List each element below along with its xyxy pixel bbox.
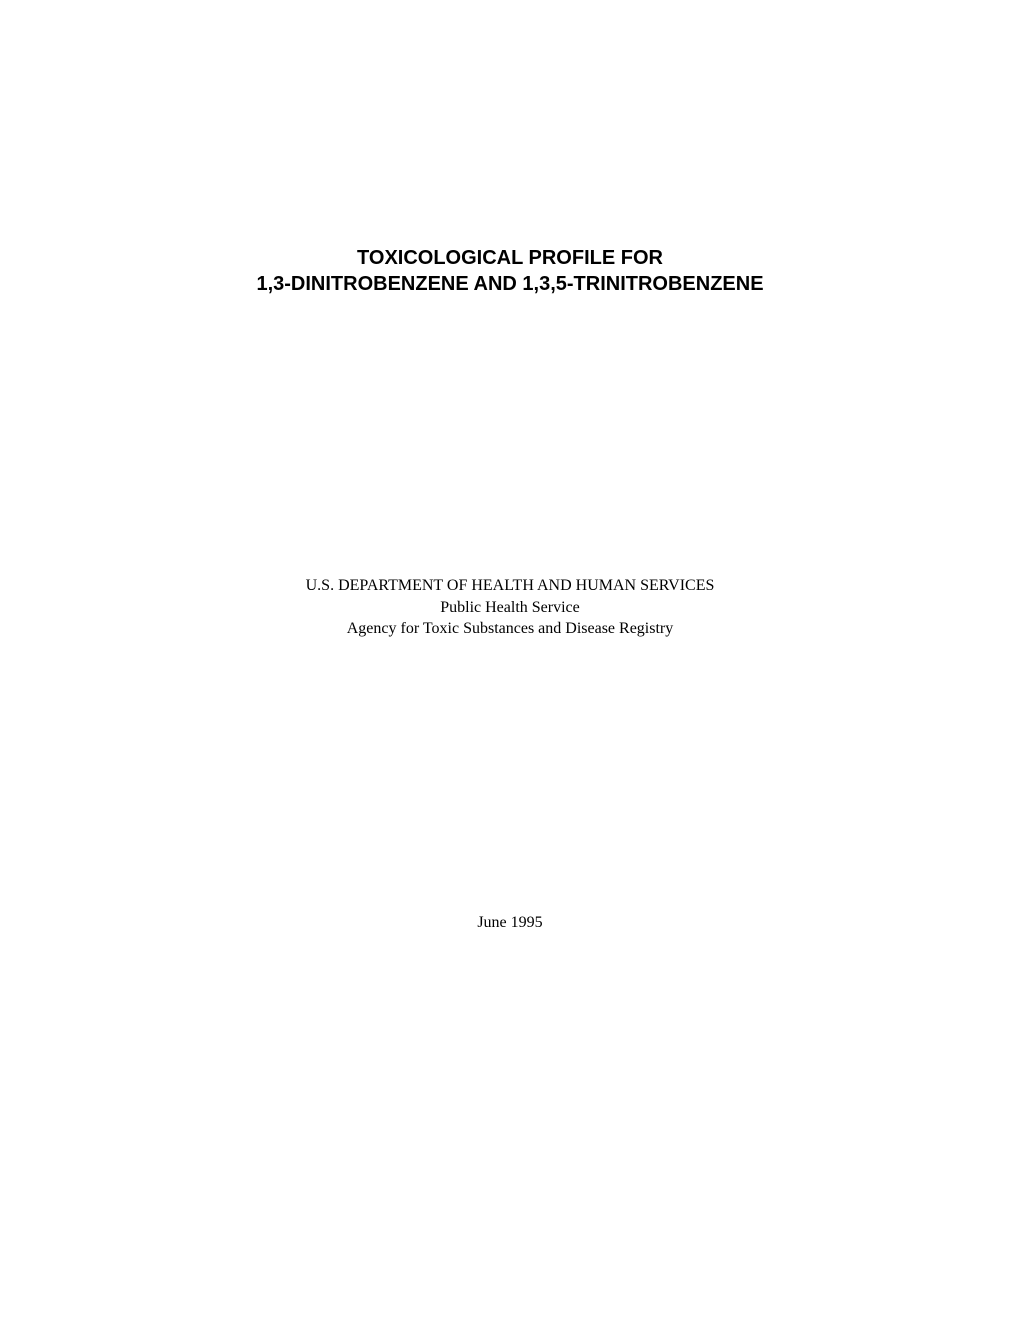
department-line2: Public Health Service bbox=[0, 597, 1020, 619]
document-page: TOXICOLOGICAL PROFILE FOR 1,3-DINITROBEN… bbox=[0, 0, 1020, 1320]
date-text: June 1995 bbox=[0, 914, 1020, 932]
department-line1: U.S. DEPARTMENT OF HEALTH AND HUMAN SERV… bbox=[0, 575, 1020, 597]
title-block: TOXICOLOGICAL PROFILE FOR 1,3-DINITROBEN… bbox=[0, 245, 1020, 297]
date-block: June 1995 bbox=[0, 914, 1020, 932]
department-block: U.S. DEPARTMENT OF HEALTH AND HUMAN SERV… bbox=[0, 575, 1020, 640]
department-line3: Agency for Toxic Substances and Disease … bbox=[0, 618, 1020, 640]
title-line1: TOXICOLOGICAL PROFILE FOR bbox=[0, 245, 1020, 271]
title-line2: 1,3-DINITROBENZENE AND 1,3,5-TRINITROBEN… bbox=[0, 271, 1020, 297]
